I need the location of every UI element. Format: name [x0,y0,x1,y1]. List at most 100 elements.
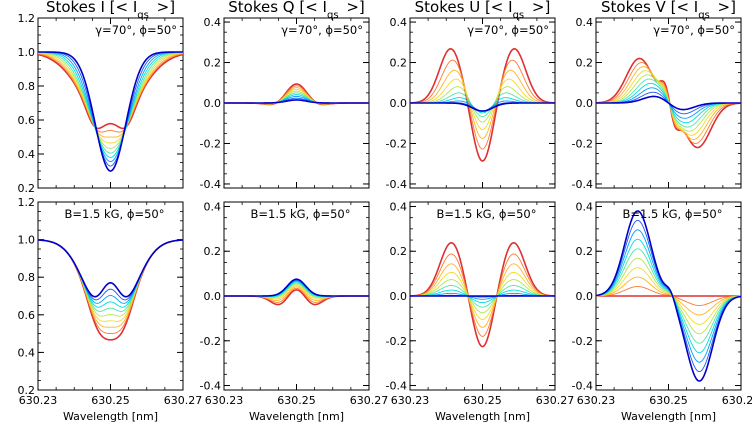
series-line-7 [410,78,555,130]
series-line-3 [596,229,741,363]
y-tick-label: -0.4 [200,178,221,191]
y-tick-label: 0.4 [204,16,222,29]
title-subscript: qs [137,10,149,21]
panel-v-row1: -0.4 -0.2 0.0 0.2 0.4 γ=70°, ϕ=50° Stokes V [<… [572,0,742,191]
column-title: Stokes U [< Iqs >] [415,0,551,21]
x-tick-label: 630.25 [649,394,688,407]
series-line-7 [224,285,369,300]
series-line-4 [596,238,741,354]
series-group [224,278,369,306]
series-line-10 [410,48,555,162]
series-line-5 [596,248,741,344]
series-line-5 [410,285,555,308]
panel-i-row2: 0.2 0.4 0.6 0.8 1.0 1.2 630.23 630.25 630.27 Wave… [18,196,203,423]
y-tick-label: -0.4 [386,178,407,191]
y-tick-label: -0.4 [386,380,407,393]
panel-frame [37,201,184,391]
title-close: >] [713,0,736,16]
series-group [38,239,183,341]
series-line-4 [38,51,183,158]
title-subscript: qs [513,10,525,21]
series-group [596,57,741,149]
panel-q-row2: -0.4 -0.2 0.0 0.2 0.4 630.23 630.25 630.27 Wavel… [200,200,389,423]
column-title: Stokes I [< Iqs >] [46,0,175,21]
column-title: Stokes V [< Iqs >] [601,0,736,21]
series-line-9 [596,286,741,306]
series-line-1 [224,278,369,297]
panel-v-row2: -0.4 -0.2 0.0 0.2 0.4 630.23 630.25 630.27 Wavel… [572,200,752,423]
series-line-8 [224,286,369,302]
x-tick-label: 630.23 [391,394,430,407]
series-line-8 [596,276,741,316]
panel-annotation: γ=70°, ϕ=50° [653,23,735,37]
title-main: Stokes U [< I [415,0,513,16]
panel-annotation: B=1.5 kG, ϕ=50° [623,207,723,221]
title-main: Stokes V [< I [601,0,698,16]
title-close: >] [527,0,550,16]
series-line-9 [38,239,183,334]
x-axis-label: Wavelength [nm] [621,410,716,423]
y-tick-label: 0.4 [18,346,36,359]
series-line-7 [410,271,555,320]
x-tick-label: 630.25 [277,394,316,407]
series-line-3 [38,51,183,163]
y-tick-label: 0.8 [18,80,36,93]
panel-u-row1: -0.4 -0.2 0.0 0.2 0.4 γ=70°, ϕ=50° Stokes U [<… [386,0,556,191]
series-line-4 [38,239,183,308]
y-tick-label: 0.6 [18,114,36,127]
x-axis-label: Wavelength [nm] [63,410,158,423]
panel-annotation: B=1.5 kG, ϕ=50° [251,207,351,221]
title-close: >] [342,0,365,16]
title-close: >] [152,0,175,16]
panel-q-row1: -0.4 -0.2 0.0 0.2 0.4 γ=70°, ϕ=50° Stokes Q [<… [200,0,370,191]
y-tick-label: 0.2 [576,245,594,258]
series-line-4 [224,94,369,104]
panel-annotation: γ=70°, ϕ=50° [95,23,177,37]
panel-i-row1: 0.2 0.4 0.6 0.8 1.0 1.2 γ=70°, ϕ=50° Stokes I [… [18,0,184,195]
x-tick-label: 630.25 [91,394,130,407]
series-line-4 [410,289,555,304]
panel-annotation: γ=70°, ϕ=50° [467,23,549,37]
y-tick-label: 0.4 [390,16,408,29]
y-tick-label: 0.2 [204,245,222,258]
panel-annotation: γ=70°, ϕ=50° [281,23,363,37]
series-line-5 [38,51,183,154]
y-tick-label: -0.2 [386,335,407,348]
x-tick-label: 630.27 [350,394,389,407]
column-title: Stokes Q [< Iqs >] [228,0,365,21]
series-line-9 [38,53,183,133]
series-group [38,51,183,172]
x-tick-label: 630.23 [577,394,616,407]
series-line-1 [410,102,555,112]
y-tick-label: -0.2 [572,137,593,150]
series-line-10 [38,239,183,341]
y-tick-label: 0.4 [390,200,408,213]
y-tick-label: 1.0 [18,234,36,247]
series-line-9 [410,253,555,337]
panel-frame [37,17,184,189]
series-group [596,210,741,382]
y-tick-label: 0.0 [204,97,222,110]
y-tick-label: 0.0 [576,97,594,110]
x-tick-label: 630.23 [19,394,58,407]
series-line-7 [596,267,741,325]
series-line-2 [410,102,555,112]
title-main: Stokes Q [< I [228,0,327,16]
series-line-1 [38,239,183,298]
series-line-3 [38,239,183,304]
series-line-7 [38,239,183,322]
series-line-8 [224,87,369,105]
y-tick-label: -0.2 [200,335,221,348]
y-tick-label: -0.4 [572,178,593,191]
y-tick-label: 0.2 [204,57,222,70]
series-line-6 [410,279,555,314]
title-main: Stokes I [< I [46,0,137,16]
x-tick-label: 630.27 [164,394,203,407]
series-group [410,241,555,348]
series-line-10 [410,241,555,348]
x-tick-label: 630.23 [205,394,244,407]
y-tick-label: -0.4 [200,380,221,393]
panel-annotation: B=1.5 kG, ϕ=50° [65,207,165,221]
x-tick-label: 630.27 [536,394,575,407]
